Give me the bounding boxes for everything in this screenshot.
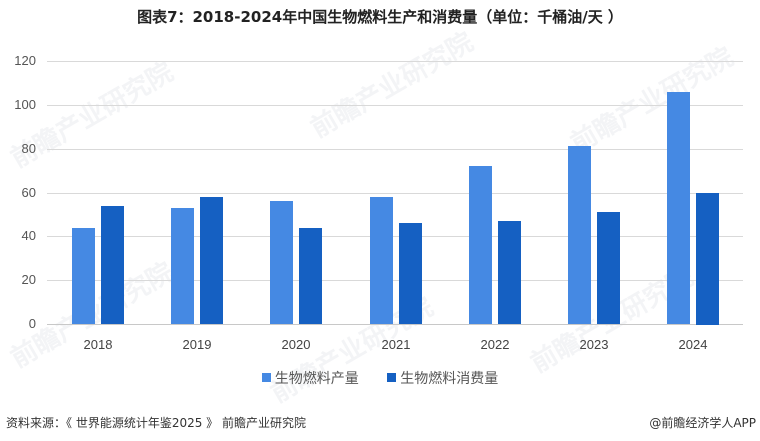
source-note: 资料来源：《 世界能源统计年鉴2025 》 前瞻产业研究院	[6, 416, 306, 430]
gridline	[47, 149, 743, 150]
x-tick-label: 2020	[281, 337, 311, 352]
y-tick-label: 100	[14, 97, 36, 112]
bar-production-2022[interactable]	[469, 166, 492, 324]
bar-chart: 前瞻产业研究院前瞻产业研究院前瞻产业研究院前瞻产业研究院前瞻产业研究院前瞻产业研…	[5, 27, 743, 409]
bar-production-2023[interactable]	[568, 146, 591, 324]
y-tick-label: 40	[21, 228, 36, 243]
x-tick-label: 2019	[182, 337, 212, 352]
watermark: 前瞻产业研究院	[5, 57, 179, 175]
bar-consumption-2018[interactable]	[101, 206, 124, 324]
watermark: 前瞻产业研究院	[305, 27, 479, 145]
x-tick-label: 2022	[480, 337, 510, 352]
legend-label-production: 生物燃料产量	[274, 371, 359, 387]
bar-production-2021[interactable]	[370, 197, 393, 324]
bar-consumption-2020[interactable]	[299, 228, 322, 324]
gridline	[47, 61, 743, 62]
bar-production-2019[interactable]	[171, 208, 194, 324]
y-tick-label: 20	[21, 272, 36, 287]
credit-note: @前瞻经济学人APP	[649, 416, 756, 430]
bar-production-2024[interactable]	[667, 92, 690, 324]
gridline	[47, 236, 743, 237]
bar-consumption-2024[interactable]	[696, 193, 719, 325]
gridline	[47, 193, 743, 194]
bar-production-2018[interactable]	[72, 228, 95, 324]
bar-consumption-2021[interactable]	[399, 223, 422, 324]
legend-item-consumption[interactable]: 生物燃料消费量	[387, 368, 498, 388]
gridline	[47, 280, 743, 281]
x-tick-label: 2018	[83, 337, 113, 352]
bar-consumption-2019[interactable]	[200, 197, 223, 324]
y-tick-label: 80	[21, 141, 36, 156]
bar-production-2020[interactable]	[270, 201, 293, 324]
y-tick-label: 60	[21, 185, 36, 200]
chart-legend: 生物燃料产量 生物燃料消费量	[0, 368, 760, 388]
watermark: 前瞻产业研究院	[565, 42, 739, 160]
y-tick-label: 120	[14, 53, 36, 68]
x-tick-label: 2023	[579, 337, 609, 352]
legend-item-production[interactable]: 生物燃料产量	[261, 368, 359, 388]
chart-title: 图表7：2018-2024年中国生物燃料生产和消费量（单位：千桶油/天 ）	[137, 8, 623, 26]
bar-consumption-2022[interactable]	[498, 221, 521, 324]
y-tick-label: 0	[28, 316, 36, 331]
legend-swatch-production	[261, 373, 271, 382]
x-tick-label: 2021	[381, 337, 411, 352]
bar-consumption-2023[interactable]	[597, 212, 620, 324]
x-tick-label: 2024	[678, 337, 708, 352]
gridline	[47, 105, 743, 106]
x-axis-line	[47, 324, 743, 325]
legend-swatch-consumption	[387, 373, 397, 382]
legend-label-consumption: 生物燃料消费量	[400, 371, 499, 387]
